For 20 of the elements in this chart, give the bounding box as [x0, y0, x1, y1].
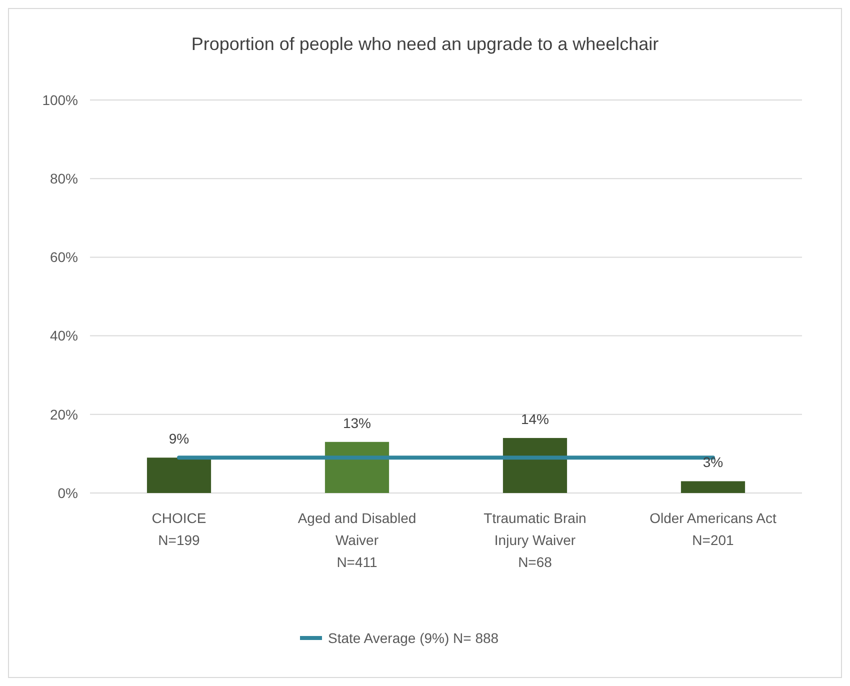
y-tick-label: 0%: [58, 484, 78, 501]
x-tick-label: Aged and Disabled Waiver N=411: [298, 510, 416, 570]
x-tick-label: CHOICE N=199: [152, 510, 206, 548]
x-tick-label: Ttraumatic Brain Injury Waiver N=68: [484, 510, 586, 570]
y-tick-label: 20%: [50, 406, 78, 422]
bar: [502, 438, 568, 493]
legend-label: State Average (9%) N= 888: [328, 630, 499, 646]
bar: [680, 481, 746, 493]
bar: [324, 442, 390, 493]
data-label: 14%: [520, 410, 550, 427]
x-tick-label: Older Americans Act N=201: [650, 510, 777, 548]
data-label: 13%: [342, 414, 372, 431]
data-label: 3%: [702, 454, 724, 470]
y-tick-label: 80%: [50, 170, 78, 186]
y-tick-label: 60%: [50, 249, 78, 266]
y-tick-label: 40%: [50, 328, 78, 344]
chart-title: Proportion of people who need an upgrade to a wheelchair: [191, 34, 659, 54]
data-label: 9%: [168, 430, 190, 447]
y-tick-label: 100%: [42, 92, 78, 108]
bar: [146, 458, 212, 493]
